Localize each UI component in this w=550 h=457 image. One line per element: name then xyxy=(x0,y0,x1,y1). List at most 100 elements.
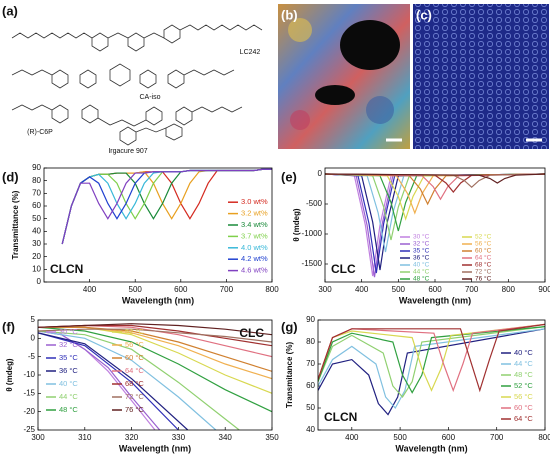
molecule xyxy=(145,106,163,126)
molecule xyxy=(97,117,147,127)
molecule xyxy=(81,104,99,124)
molecule xyxy=(143,32,165,39)
molecule xyxy=(11,69,53,76)
molecule xyxy=(127,32,145,52)
legend-label: 32 °C xyxy=(59,340,78,349)
y-tick-label: 80 xyxy=(306,337,315,346)
x-tick-label: 600 xyxy=(442,433,456,442)
texture xyxy=(288,18,312,42)
y-tick-label: -20 xyxy=(23,407,35,416)
legend-label: 48 °C xyxy=(59,405,78,414)
y-tick-label: 20 xyxy=(32,252,41,261)
legend-label: 44 °C xyxy=(59,392,78,401)
x-tick-label: 900 xyxy=(538,285,550,294)
x-axis-label: Wavelength (nm) xyxy=(395,443,467,453)
y-tick-label: 90 xyxy=(32,163,41,172)
x-tick-label: 350 xyxy=(265,433,279,442)
molecule xyxy=(135,127,167,133)
y-tick-label: 0 xyxy=(318,169,323,178)
series-line xyxy=(38,332,189,430)
legend-label: 4.0 wt% xyxy=(241,243,268,252)
panel-label: (d) xyxy=(2,169,19,184)
series-line xyxy=(318,323,545,393)
x-tick-label: 800 xyxy=(265,285,279,294)
x-tick-label: 700 xyxy=(490,433,504,442)
annotation: CLC xyxy=(239,326,264,340)
series-line xyxy=(318,323,545,392)
series-line xyxy=(325,173,545,201)
legend-label: 30 °C xyxy=(413,233,430,241)
x-tick-label: 800 xyxy=(538,433,550,442)
x-tick-label: 400 xyxy=(345,433,359,442)
molecule xyxy=(175,106,193,126)
legend-label: 32 °C xyxy=(413,240,430,248)
y-tick-label: 60 xyxy=(32,201,41,210)
y-tick-label: 70 xyxy=(306,359,315,368)
legend-label: 44 °C xyxy=(514,359,533,368)
legend-label: 40 °C xyxy=(514,348,533,357)
plot-lines xyxy=(318,323,545,416)
legend-label: 40 °C xyxy=(413,261,430,269)
y-axis-label: Transmitance (%) xyxy=(285,342,294,409)
legend-label: 3.7 wt% xyxy=(241,231,268,240)
x-tick-label: 800 xyxy=(502,285,516,294)
series-line xyxy=(38,330,217,430)
annotation: CLC xyxy=(331,262,356,276)
panel-label: (f) xyxy=(2,319,15,334)
x-tick-label: 300 xyxy=(31,433,45,442)
plot-frame xyxy=(43,167,273,283)
series-line xyxy=(318,326,545,399)
legend-label: 3.0 wt% xyxy=(241,197,268,206)
legend-label: 60 °C xyxy=(125,353,144,362)
legend-label: 36 °C xyxy=(59,366,78,375)
legend-label: 36 °C xyxy=(413,254,430,262)
legend-label: 56 °C xyxy=(125,340,144,349)
x-tick-label: 310 xyxy=(78,433,92,442)
annotation: CLCN xyxy=(50,262,83,276)
legend-label: 48 °C xyxy=(413,275,430,283)
series-line xyxy=(38,328,272,343)
legend-label: 40 °C xyxy=(59,379,78,388)
y-tick-label: -500 xyxy=(306,199,323,208)
molecule xyxy=(11,104,53,111)
y-tick-label: 30 xyxy=(32,239,41,248)
plot-frame xyxy=(324,167,546,283)
series-line xyxy=(61,168,272,245)
y-tick-label: 80 xyxy=(32,176,41,185)
panel-label: (e) xyxy=(281,169,297,184)
x-tick-label: 500 xyxy=(129,285,143,294)
x-axis-label: Wavelength (nm) xyxy=(122,295,194,305)
y-tick-label: 90 xyxy=(306,315,315,324)
legend-label: 56 °C xyxy=(475,240,492,248)
y-tick-label: 70 xyxy=(32,188,41,197)
series-line xyxy=(325,173,545,221)
molecule xyxy=(163,24,181,44)
series-line xyxy=(318,328,545,416)
y-tick-label: 10 xyxy=(32,264,41,273)
compound-label: (R)-C6P xyxy=(27,129,53,136)
legend-label: 76 °C xyxy=(475,275,492,283)
molecule xyxy=(179,24,263,31)
legend-label: 35 °C xyxy=(59,353,78,362)
x-tick-label: 320 xyxy=(125,433,139,442)
legend-label: 3.4 wt% xyxy=(241,220,268,229)
x-tick-label: 300 xyxy=(318,285,332,294)
legend-label: 64 °C xyxy=(125,366,144,375)
x-tick-label: 600 xyxy=(428,285,442,294)
y-tick-label: -5 xyxy=(28,352,36,361)
molecule xyxy=(183,69,235,76)
x-tick-label: 700 xyxy=(220,285,234,294)
x-tick-label: 400 xyxy=(83,285,97,294)
x-tick-label: 700 xyxy=(465,285,479,294)
legend-label: 52 °C xyxy=(125,327,144,336)
compound-label: LC242 xyxy=(240,49,261,56)
y-tick-label: 40 xyxy=(32,226,41,235)
compound-label: Irgacure 907 xyxy=(108,148,147,155)
series-line xyxy=(38,326,272,372)
legend-label: 44 °C xyxy=(413,268,430,276)
legend-label: 30 °C xyxy=(59,327,78,336)
plot-lines xyxy=(325,173,545,278)
y-axis-label: θ (mdeg) xyxy=(292,208,301,242)
legend-label: 3.2 wt% xyxy=(241,209,268,218)
